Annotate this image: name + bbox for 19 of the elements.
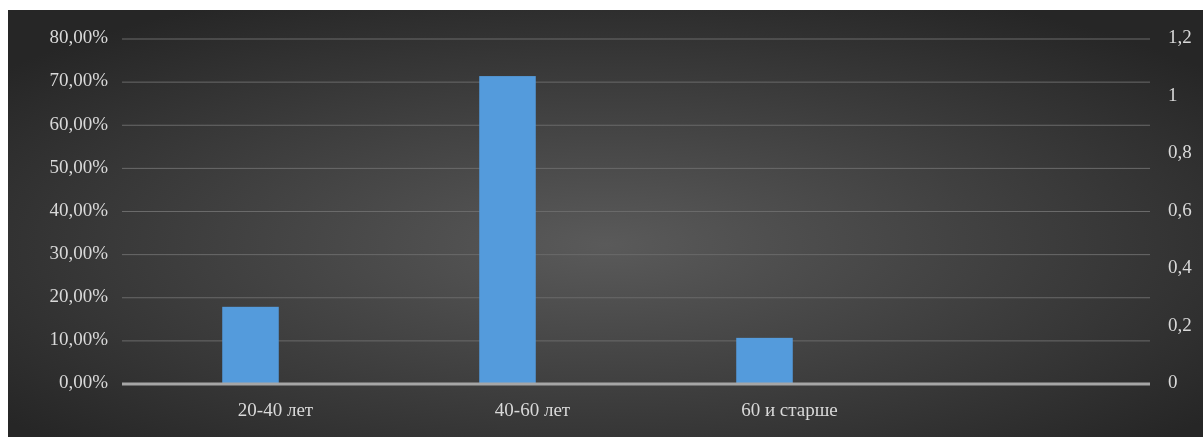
y-tick-label: 10,00%	[49, 328, 109, 350]
y2-tick-label: 0,6	[1168, 198, 1192, 220]
y2-tick-label: 1	[1168, 83, 1178, 105]
y-tick-label: 70,00%	[49, 69, 109, 91]
y2-tick-label: 0,8	[1168, 141, 1192, 163]
y-tick-label: 40,00%	[49, 198, 109, 220]
x-tick-label: 40-60 лет	[494, 399, 571, 420]
x-tick-label: 20-40 лет	[237, 399, 314, 420]
y2-tick-label: 1,2	[1168, 26, 1192, 48]
y-tick-label: 80,00%	[49, 26, 109, 48]
y-tick-label: 50,00%	[49, 155, 109, 177]
y2-tick-label: 0	[1168, 371, 1178, 393]
y-tick-label: 60,00%	[49, 112, 109, 134]
y2-tick-label: 0,4	[1168, 256, 1193, 278]
y-tick-label: 0,00%	[58, 371, 109, 393]
x-tick-label: 60 и старше	[741, 399, 838, 420]
y2-tick-label: 0,2	[1168, 313, 1192, 335]
y-tick-label: 30,00%	[49, 241, 109, 263]
y-tick-label: 20,00%	[49, 285, 109, 307]
